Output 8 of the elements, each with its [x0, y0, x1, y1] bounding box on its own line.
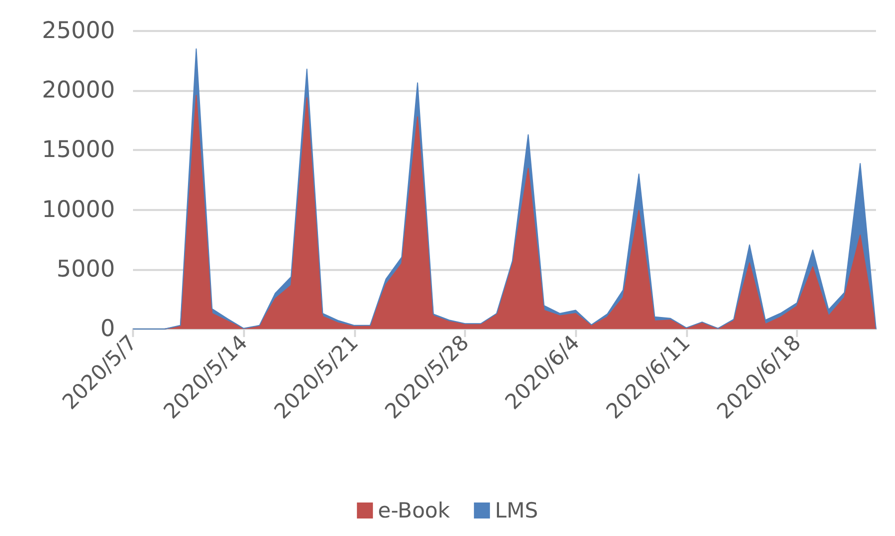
y-tick-label: 10000: [42, 196, 115, 223]
y-tick-label: 15000: [42, 137, 115, 164]
y-tick-label: 25000: [42, 18, 115, 44]
y-tick-label: 0: [100, 316, 115, 342]
y-tick-label: 5000: [56, 256, 115, 282]
y-tick-label: 20000: [42, 78, 115, 104]
legend-label: LMS: [494, 498, 538, 522]
legend-label: e-Book: [378, 498, 451, 522]
